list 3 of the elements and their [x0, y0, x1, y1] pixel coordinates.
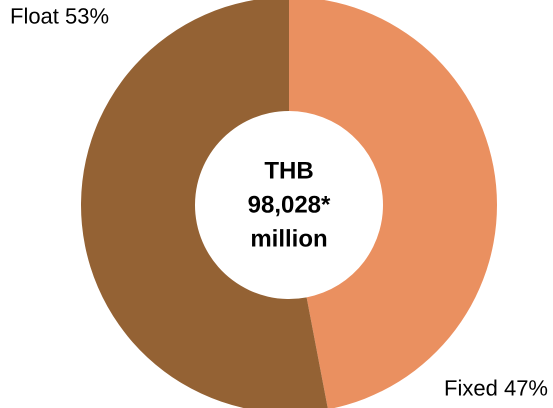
slice-label: Fixed 47% — [444, 376, 548, 400]
slice-label: Float 53% — [10, 4, 110, 28]
text: THB 98,028* million — [248, 158, 332, 252]
